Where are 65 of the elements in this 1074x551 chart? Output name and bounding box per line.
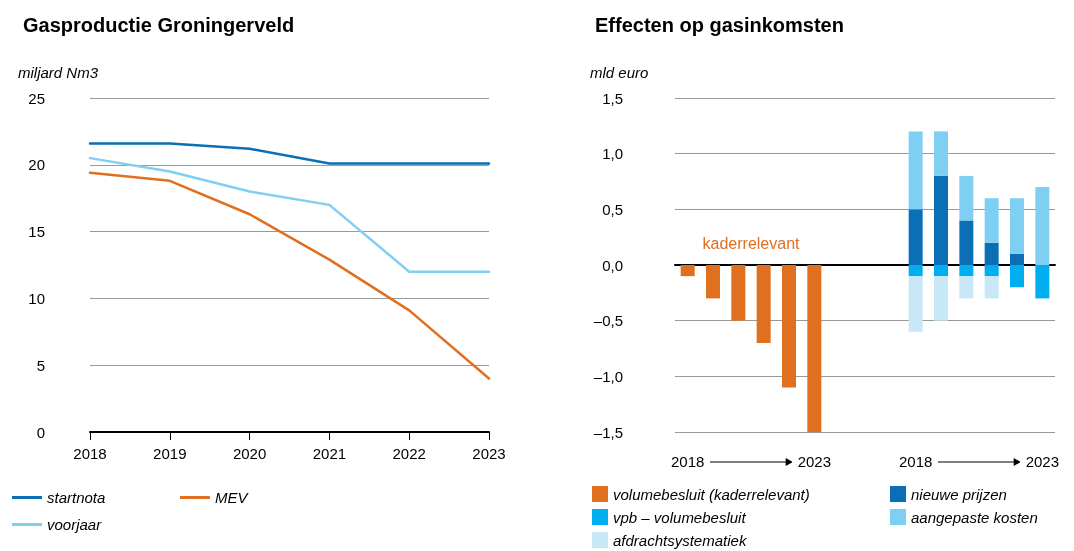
bar: [1010, 265, 1024, 288]
bar: [731, 265, 746, 321]
annotation: kaderrelevant: [702, 234, 801, 252]
y-tick-label: 0,0: [602, 256, 623, 274]
y-tick-label: 10: [28, 289, 45, 307]
x-tick-label: 2019: [153, 445, 187, 462]
y-tick-label: –0,5: [593, 312, 623, 330]
y-tick-label: 0,5: [602, 200, 623, 218]
bar: [959, 220, 974, 265]
y-tick-label: –1,0: [593, 367, 623, 385]
bar: [934, 276, 948, 321]
bar: [908, 209, 923, 265]
x-tick-label: 2023: [472, 445, 506, 462]
bar: [984, 242, 999, 265]
legend-label: MEV: [215, 489, 250, 506]
legend-label: nieuwe prijzen: [911, 485, 1007, 503]
bar: [706, 265, 720, 299]
line-series: [88, 171, 491, 380]
legend-label: vpb – volumebesluit: [613, 508, 747, 526]
y-tick-label: –1,5: [593, 423, 623, 441]
bar: [984, 198, 999, 243]
y-tick-label: 20: [28, 156, 45, 174]
y-axis-title: miljard Nm3: [18, 64, 99, 81]
x-tick-label: 2022: [392, 445, 426, 462]
legend-label: voorjaar: [47, 516, 103, 533]
bar: [1010, 198, 1024, 254]
bar: [934, 131, 948, 176]
legend-label: volumebesluit (kaderrelevant): [613, 485, 810, 503]
x-tick-label: 2018: [670, 453, 705, 470]
line-series: [88, 156, 491, 273]
y-tick-label: 15: [28, 223, 45, 241]
bar: [959, 175, 974, 221]
x-tick-label: 2023: [797, 453, 832, 470]
x-tick-label: 2018: [73, 445, 107, 462]
bar: [908, 276, 923, 332]
chart-title: Effecten op gasinkomsten: [595, 14, 844, 36]
x-tick-label: 2020: [232, 445, 267, 462]
bar: [756, 265, 771, 343]
bar: [807, 265, 822, 432]
x-tick-label: 2023: [1025, 453, 1060, 470]
bar: [680, 265, 695, 277]
x-tick-label: 2021: [312, 445, 347, 462]
bar: [934, 175, 948, 265]
chart-title: Gasproductie Groningerveld: [23, 14, 295, 36]
y-tick-label: 1,0: [602, 145, 623, 163]
bar: [908, 131, 923, 210]
y-tick-label: 1,5: [602, 89, 623, 107]
y-tick-label: 25: [28, 89, 45, 107]
legend-label: startnota: [47, 489, 106, 506]
bar: [934, 265, 948, 277]
bar: [1035, 187, 1050, 265]
bar: [1010, 253, 1024, 265]
bar: [959, 276, 974, 299]
bar: [1035, 265, 1050, 299]
bar: [782, 265, 796, 388]
y-tick-label: 5: [36, 356, 45, 374]
bar: [908, 265, 923, 277]
x-tick-label: 2018: [898, 453, 933, 470]
bar: [959, 265, 974, 277]
y-axis-title: mld euro: [590, 64, 649, 81]
legend-label: afdrachtsystematiek: [613, 531, 748, 549]
bar: [984, 265, 999, 277]
y-tick-label: 0: [36, 423, 45, 441]
bar: [984, 276, 999, 299]
legend-label: aangepaste kosten: [911, 508, 1038, 526]
